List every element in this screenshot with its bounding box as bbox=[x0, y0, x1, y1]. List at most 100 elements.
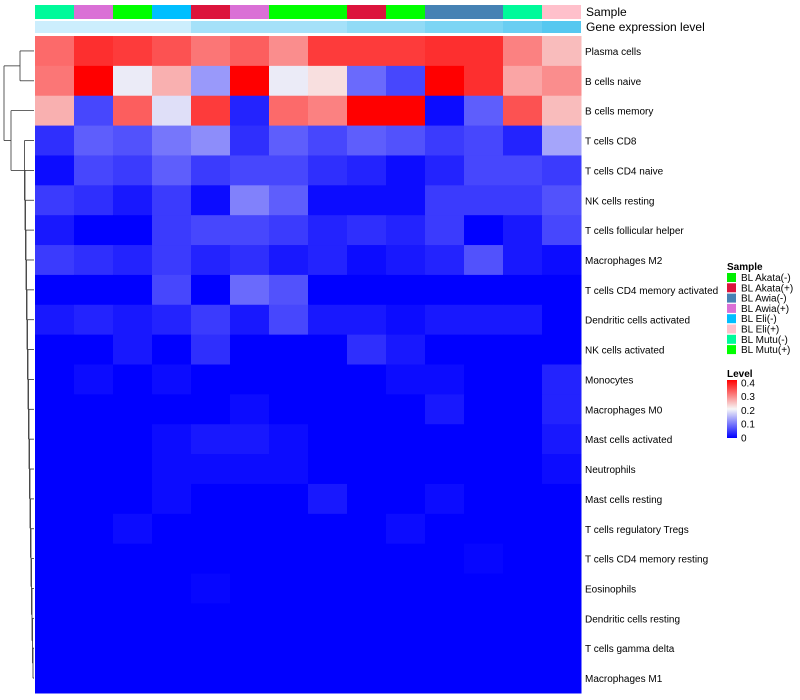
heatmap-cell bbox=[542, 274, 582, 306]
heatmap-cell bbox=[191, 573, 231, 604]
heatmap-cell bbox=[542, 36, 582, 67]
heatmap-cell bbox=[347, 95, 387, 127]
heatmap-cell bbox=[152, 394, 192, 425]
heatmap-cell bbox=[152, 185, 192, 216]
heatmap-cell bbox=[113, 215, 153, 246]
heatmap-cell bbox=[464, 304, 504, 336]
heatmap-cell bbox=[35, 513, 75, 545]
heatmap-cell bbox=[269, 424, 309, 455]
heatmap-cell bbox=[230, 334, 270, 365]
heatmap-cell bbox=[113, 454, 153, 485]
sample-annotation-cell bbox=[113, 5, 152, 19]
level-annotation-cell bbox=[113, 21, 152, 33]
heatmap-cell bbox=[191, 424, 231, 455]
heatmap-cell bbox=[74, 424, 114, 455]
heatmap-cell bbox=[347, 215, 387, 246]
heatmap-cell bbox=[542, 573, 582, 604]
sample-legend-label: BL Eli(-) bbox=[741, 314, 777, 325]
level-annotation-label: Gene expression level bbox=[586, 20, 705, 34]
heatmap-cell bbox=[113, 633, 153, 664]
level-annotation-cell bbox=[35, 21, 74, 33]
heatmap-cell bbox=[191, 95, 231, 127]
heatmap-cell bbox=[152, 274, 192, 306]
heatmap-cell bbox=[464, 364, 504, 395]
heatmap-cell bbox=[35, 394, 75, 425]
row-label: B cells memory bbox=[585, 107, 653, 118]
heatmap-cell bbox=[425, 65, 465, 97]
heatmap-cell bbox=[269, 364, 309, 395]
heatmap-cell bbox=[386, 543, 426, 575]
heatmap-cell bbox=[347, 185, 387, 216]
level-annotation-cell bbox=[191, 21, 230, 33]
heatmap-cell bbox=[191, 663, 231, 694]
heatmap-cell bbox=[542, 65, 582, 97]
heatmap-cell bbox=[74, 573, 114, 604]
heatmap-cell bbox=[542, 603, 582, 634]
level-annotation-cell bbox=[230, 21, 269, 33]
row-label: T cells follicular helper bbox=[585, 226, 684, 237]
heatmap-cell bbox=[269, 185, 309, 216]
heatmap-cell bbox=[152, 543, 192, 575]
heatmap-cell bbox=[269, 245, 309, 276]
level-annotation-cell bbox=[503, 21, 542, 33]
heatmap-cell bbox=[230, 215, 270, 246]
row-label: T cells CD4 memory resting bbox=[585, 555, 708, 566]
heatmap-cell bbox=[269, 454, 309, 485]
heatmap-cell bbox=[152, 513, 192, 545]
heatmap-cell bbox=[269, 633, 309, 664]
heatmap-cell bbox=[152, 215, 192, 246]
heatmap-cell bbox=[230, 304, 270, 336]
heatmap-cell bbox=[425, 663, 465, 694]
heatmap-cell bbox=[74, 304, 114, 336]
heatmap-cell bbox=[230, 394, 270, 425]
heatmap-cell bbox=[113, 364, 153, 395]
heatmap-cell bbox=[74, 245, 114, 276]
sample-annotation-cell bbox=[35, 5, 74, 19]
sample-legend-swatch bbox=[727, 334, 736, 344]
heatmap-cell bbox=[386, 454, 426, 485]
heatmap-cell bbox=[425, 573, 465, 604]
heatmap-cell bbox=[308, 394, 348, 425]
row-label: Eosinophils bbox=[585, 584, 636, 595]
heatmap-cell bbox=[230, 603, 270, 634]
heatmap-cell bbox=[347, 483, 387, 515]
row-label: T cells CD8 bbox=[585, 137, 637, 148]
level-annotation-cell bbox=[152, 21, 191, 33]
heatmap-cell bbox=[74, 36, 114, 67]
heatmap-cell bbox=[542, 663, 582, 694]
heatmap-cell bbox=[113, 543, 153, 575]
heatmap-cell bbox=[503, 513, 543, 545]
heatmap-cell bbox=[542, 543, 582, 575]
heatmap-cell bbox=[269, 483, 309, 515]
level-tick-label: 0.4 bbox=[741, 378, 755, 389]
row-label: B cells naive bbox=[585, 77, 642, 88]
heatmap-cell bbox=[464, 245, 504, 276]
heatmap-cell bbox=[386, 364, 426, 395]
heatmap-cell bbox=[503, 543, 543, 575]
heatmap-cell bbox=[308, 603, 348, 634]
sample-legend-swatch bbox=[727, 303, 736, 313]
heatmap-cell bbox=[308, 483, 348, 515]
heatmap-cell bbox=[503, 633, 543, 664]
heatmap-cell bbox=[113, 125, 153, 156]
heatmap-cell bbox=[230, 424, 270, 455]
heatmap-cell bbox=[542, 155, 582, 186]
heatmap-cell bbox=[308, 36, 348, 67]
heatmap-cell bbox=[503, 483, 543, 515]
heatmap-cell bbox=[191, 633, 231, 664]
heatmap-cell bbox=[230, 36, 270, 67]
heatmap-cell bbox=[269, 513, 309, 545]
sample-annotation-label: Sample bbox=[586, 5, 627, 19]
heatmap-cell bbox=[503, 334, 543, 365]
heatmap-cell bbox=[464, 633, 504, 664]
heatmap-cell bbox=[503, 215, 543, 246]
heatmap-cell bbox=[113, 95, 153, 127]
heatmap-cell bbox=[542, 513, 582, 545]
sample-annotation-cell bbox=[74, 5, 113, 19]
heatmap-cell bbox=[230, 65, 270, 97]
heatmap-cell bbox=[230, 633, 270, 664]
heatmap-cell bbox=[35, 334, 75, 365]
heatmap-cell bbox=[308, 95, 348, 127]
heatmap-cell bbox=[152, 304, 192, 336]
row-label: Macrophages M1 bbox=[585, 674, 663, 685]
